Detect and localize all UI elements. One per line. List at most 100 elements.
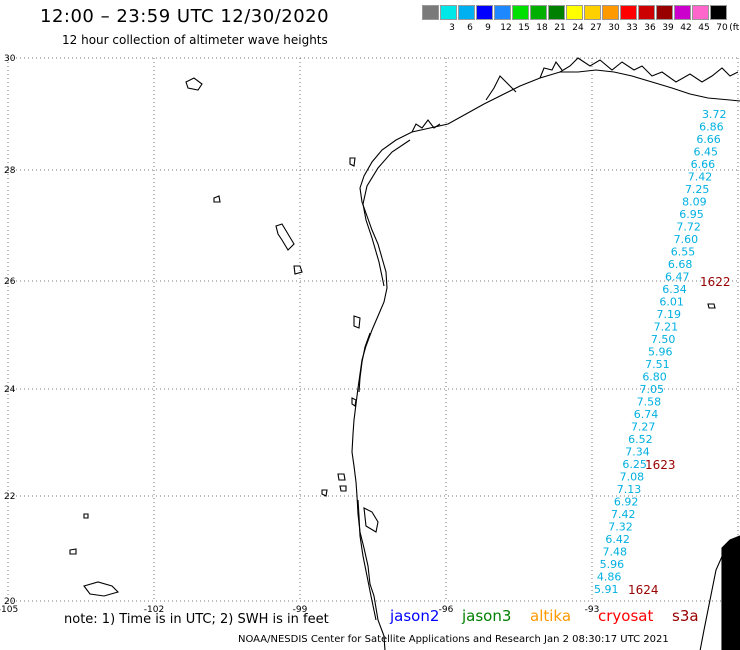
wave-height-value: 6.42 <box>605 533 630 546</box>
lon-tick-label: -93 <box>585 605 600 615</box>
legend-label: 27 <box>590 23 602 33</box>
legend-unit: (ft) <box>729 23 740 33</box>
lat-tick-label: 26 <box>4 277 16 287</box>
wave-height-value: 7.72 <box>676 221 701 234</box>
map-subtitle: 12 hour collection of altimeter wave hei… <box>62 33 328 47</box>
bay-inlet <box>539 60 563 79</box>
legend-swatch <box>584 5 601 20</box>
legend-swatch <box>710 5 727 20</box>
laguna-madre-barrier <box>358 332 371 393</box>
legend-label: 33 <box>626 23 638 33</box>
lon-tick-label: -102 <box>144 605 164 615</box>
wave-height-value: 7.25 <box>685 183 710 196</box>
lat-tick-label: 20 <box>4 597 16 607</box>
wave-height-value: 6.66 <box>696 133 721 146</box>
lake-far-south <box>83 513 89 519</box>
satellite-name: altika <box>530 607 572 625</box>
lake-east <box>353 315 361 329</box>
wave-height-value: 7.19 <box>657 308 682 321</box>
lon-tick-label: -96 <box>439 605 454 615</box>
wave-height-value: 7.60 <box>674 233 699 246</box>
lake-small <box>69 548 77 555</box>
texas-barrier-islands <box>362 139 411 287</box>
legend-swatch <box>602 5 619 20</box>
legend-label: 70 <box>716 23 728 33</box>
legend-swatch <box>674 5 691 20</box>
reservoir-south <box>293 265 303 275</box>
gulf-coast-line <box>351 69 740 650</box>
wave-height-value: 7.50 <box>651 333 676 346</box>
wave-height-value: 6.47 <box>665 271 690 284</box>
lake-south <box>337 473 346 481</box>
wave-height-value: 7.21 <box>654 321 679 334</box>
legend-label: 42 <box>680 23 692 33</box>
legend-label: 9 <box>485 23 491 33</box>
legend-swatch <box>548 5 565 20</box>
wave-height-value: 7.51 <box>645 358 670 371</box>
mexico-inner-shore <box>357 499 377 621</box>
wave-height-value: 6.01 <box>659 296 684 309</box>
wave-height-value: 3.72 <box>702 108 727 121</box>
wave-height-value: 7.08 <box>620 471 645 484</box>
wave-height-value: 6.74 <box>634 408 659 421</box>
islands-west <box>185 77 203 91</box>
lon-tick-label: -90 <box>731 605 740 615</box>
wave-height-value: 6.25 <box>622 458 647 471</box>
lake-mainland <box>339 485 347 492</box>
wave-height-value: 7.32 <box>608 521 633 534</box>
wave-height-value: 6.34 <box>662 283 687 296</box>
legend-swatch <box>692 5 709 20</box>
wave-height-value: 6.66 <box>691 158 716 171</box>
credit-line: NOAA/NESDIS Center for Satellite Applica… <box>238 634 669 645</box>
lat-tick-label: 22 <box>4 492 15 502</box>
legend-label: 36 <box>644 23 656 33</box>
wave-height-value: 4.86 <box>597 571 622 584</box>
lake-southwest <box>321 489 328 497</box>
pass-time-labels: 1622 1623 1624 <box>628 275 731 597</box>
lon-tick-label: -105 <box>0 605 18 615</box>
legend-swatch <box>494 5 511 20</box>
lat-lon-grid <box>7 57 739 602</box>
legend-label: 24 <box>572 23 584 33</box>
pass-time-label: 1624 <box>628 583 659 597</box>
footnote: note: 1) Time is in UTC; 2) SWH is in fe… <box>64 612 329 627</box>
legend-label: 30 <box>608 23 620 33</box>
bayou-marsh <box>485 75 517 101</box>
wave-height-value: 6.45 <box>693 146 718 159</box>
wave-height-value: 6.55 <box>671 246 696 259</box>
legend-swatch <box>566 5 583 20</box>
wave-height-value: 7.48 <box>603 546 628 559</box>
satellite-name: s3a <box>672 607 699 625</box>
wave-height-value: 6.52 <box>628 433 653 446</box>
wave-height-value: 6.86 <box>699 121 724 134</box>
reservoir <box>275 223 295 251</box>
legend-label: 45 <box>698 23 710 33</box>
louisiana-delta <box>559 57 739 83</box>
legend-swatch <box>656 5 673 20</box>
wave-height-value: 7.34 <box>625 446 650 459</box>
wave-height-value: 7.27 <box>631 421 656 434</box>
wave-height-value: 6.95 <box>679 208 704 221</box>
wave-height-value: 7.42 <box>688 171 713 184</box>
legend-label: 6 <box>467 23 473 33</box>
yucatan-land <box>721 535 740 650</box>
legend-label: 3 <box>449 23 455 33</box>
shoal <box>707 303 716 309</box>
lake-northeast <box>349 157 356 167</box>
coastline <box>69 57 740 650</box>
altimeter-track: 3.726.866.666.456.667.427.258.096.957.72… <box>594 108 727 596</box>
wave-height-value: 5.96 <box>648 346 673 359</box>
legend-label: 21 <box>554 23 566 33</box>
wave-height-value: 7.42 <box>611 508 636 521</box>
lon-tick-label: -99 <box>293 605 308 615</box>
lat-tick-label: 30 <box>4 54 16 64</box>
pass-time-label: 1623 <box>645 458 676 472</box>
legend-swatch <box>476 5 493 20</box>
wave-height-value: 7.13 <box>617 483 642 496</box>
legend-label: 12 <box>500 23 512 33</box>
galveston-bay <box>411 119 441 133</box>
lake-coastal <box>351 397 357 407</box>
legend-swatch <box>512 5 529 20</box>
wave-height-value: 6.80 <box>642 371 667 384</box>
